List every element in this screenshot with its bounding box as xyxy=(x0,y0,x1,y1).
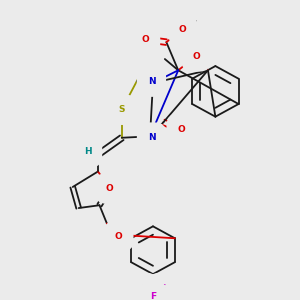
Text: O: O xyxy=(179,25,187,34)
Text: O: O xyxy=(115,232,123,241)
Text: F: F xyxy=(150,292,156,300)
Text: O: O xyxy=(142,35,149,44)
Text: F: F xyxy=(141,284,147,293)
Text: S: S xyxy=(118,105,125,114)
Text: F: F xyxy=(159,284,165,293)
Text: N: N xyxy=(148,77,155,86)
Text: O: O xyxy=(106,184,114,193)
Text: H: H xyxy=(84,147,92,156)
Text: O: O xyxy=(192,52,200,61)
Text: N: N xyxy=(148,133,155,142)
Text: O: O xyxy=(177,125,185,134)
